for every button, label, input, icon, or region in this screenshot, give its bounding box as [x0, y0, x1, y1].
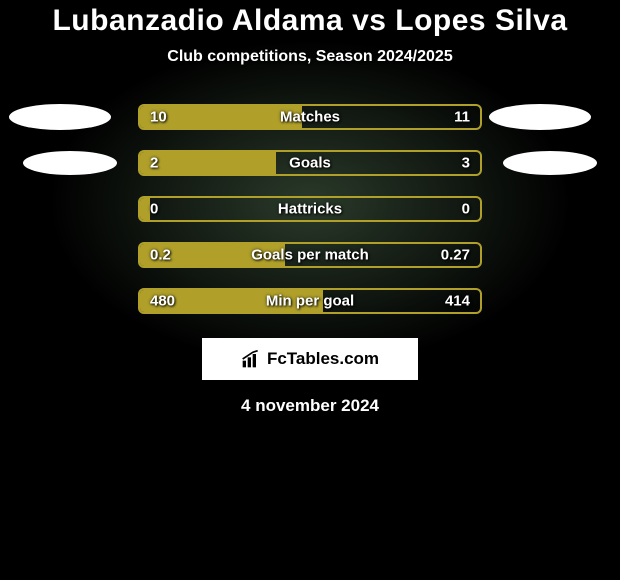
main-title: Lubanzadio Aldama vs Lopes Silva [0, 4, 620, 38]
value-right: 3 [462, 155, 470, 172]
bar-label: Min per goal [266, 293, 354, 310]
logo-text: FcTables.com [267, 349, 379, 369]
bar-container: 0.2 0.27 Goals per match [138, 242, 482, 268]
comparison-row: 480 414 Min per goal [0, 278, 620, 324]
value-right: 414 [445, 293, 470, 310]
bar-left-fill [140, 198, 150, 220]
value-right: 0.27 [441, 247, 470, 264]
bar-container: 480 414 Min per goal [138, 288, 482, 314]
comparison-row: 0 0 Hattricks [0, 186, 620, 232]
comparison-row: 2 3 Goals [0, 140, 620, 186]
value-left: 0 [150, 201, 158, 218]
subtitle: Club competitions, Season 2024/2025 [0, 48, 620, 66]
bar-label: Matches [280, 109, 340, 126]
value-left: 2 [150, 155, 158, 172]
bar-label: Hattricks [278, 201, 342, 218]
value-right: 0 [462, 201, 470, 218]
value-right: 11 [454, 109, 470, 126]
bar-container: 2 3 Goals [138, 150, 482, 176]
player-marker-right [489, 104, 591, 130]
site-logo: FcTables.com [202, 338, 418, 380]
bar-container: 0 0 Hattricks [138, 196, 482, 222]
value-left: 480 [150, 293, 175, 310]
player-marker-left [23, 151, 117, 175]
bar-container: 10 11 Matches [138, 104, 482, 130]
player-marker-left [9, 104, 111, 130]
value-left: 0.2 [150, 247, 171, 264]
comparison-row: 0.2 0.27 Goals per match [0, 232, 620, 278]
bar-left-fill [140, 152, 276, 174]
bar-chart-icon [241, 349, 261, 369]
comparison-rows: 10 11 Matches 2 3 Goals 0 0 Hattricks 0.2 0.27 Goal… [0, 94, 620, 324]
infographic-root: Lubanzadio Aldama vs Lopes Silva Club co… [0, 0, 620, 416]
value-left: 10 [150, 109, 167, 126]
comparison-row: 10 11 Matches [0, 94, 620, 140]
bar-label: Goals per match [251, 247, 369, 264]
date-label: 4 november 2024 [0, 396, 620, 416]
bar-label: Goals [289, 155, 331, 172]
player-marker-right [503, 151, 597, 175]
